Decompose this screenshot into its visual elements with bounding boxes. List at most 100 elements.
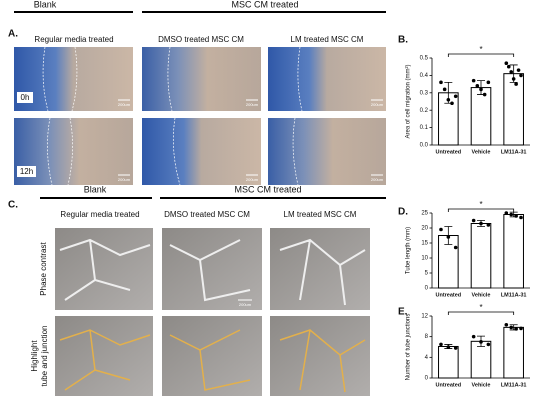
x-tick-label: Vehicle [472,382,491,388]
y-tick-label: 0.4 [420,73,429,79]
time-box [17,92,33,103]
data-point [516,68,521,72]
bar [438,345,459,379]
scratch-edge [42,46,303,186]
data-point [471,334,476,339]
header: MSC CM treated [231,0,298,9]
column-label: Regular media treated [34,35,113,44]
significance-bracket [447,53,515,57]
data-point [453,245,458,250]
bar [503,326,524,379]
scale-label: 200um [118,177,131,182]
y-tick-label: 0.2 [420,108,429,114]
scale-label: 200um [246,102,259,107]
data-point [446,97,451,102]
y-tick-label: 10 [421,256,428,262]
significance-label: * [479,303,482,312]
bar [503,214,524,289]
data-point [450,101,454,106]
significance-bracket [447,208,515,212]
significance-bracket [447,311,515,315]
column-label: LM treated MSC CM [291,35,364,44]
significance-label: * [479,200,482,209]
data-point [475,84,480,88]
data-point [509,325,514,330]
column-label: LM treated MSC CM [284,210,357,219]
scale-label: 200um [371,102,384,107]
data-point [486,80,491,85]
data-point [519,326,523,331]
column-label: DMSO treated MSC CM [158,35,244,44]
header: Blank [34,0,57,9]
scale-bars: 200um 200um 200um 200um 200um 200um [118,99,384,182]
y-tick-label: 0.1 [420,125,429,131]
scale-label: 200um [118,102,131,107]
x-tick-label: LM11A-31 [501,292,527,298]
micrograph [14,47,133,111]
tube-images: 200um [55,228,370,396]
column-label: DMSO treated MSC CM [164,210,250,219]
x-tick-label: Untreated [435,382,461,388]
data-point [511,77,516,81]
data-point [482,92,487,97]
data-point [446,345,451,349]
data-point [514,214,518,218]
data-point [479,221,483,226]
data-point [504,61,509,66]
y-tick-label: 20 [421,226,428,232]
x-tick-label: LM11A-31 [501,382,527,388]
data-point [453,94,458,99]
data-point [479,340,483,344]
x-tick-label: LM11A-31 [501,149,527,155]
y-tick-label: 15 [421,241,428,247]
data-point [486,223,491,227]
data-point [471,78,476,83]
x-tick-label: Vehicle [472,149,491,155]
micrograph [142,118,261,185]
micrograph [162,316,262,396]
column-label: Regular media treated [60,210,139,219]
micrograph [268,47,386,111]
y-tick-label: 0.5 [420,56,429,62]
micrograph [270,228,370,310]
micrograph [142,47,261,111]
data-point [439,80,443,85]
bar [503,73,524,146]
data-point [509,70,514,74]
panel-label: C. [8,200,18,211]
data-point [504,211,509,215]
row-label: Phase contrast [39,242,48,296]
y-tick-label: 8 [425,334,429,340]
data-point [504,322,509,327]
data-point [471,218,476,223]
panel-label: B. [398,35,408,46]
y-tick-label: 0 [425,286,429,292]
data-point [479,87,483,92]
data-point [509,212,514,217]
micrograph [55,316,153,396]
data-point [486,342,491,347]
data-point [439,227,443,232]
bar [470,223,492,289]
y-axis-label: Number of tube junctions [406,314,412,381]
y-tick-label: 12 [421,314,428,320]
panel-label: D. [398,207,408,218]
micrograph [268,118,386,185]
panel-label: A. [8,29,18,40]
data-point [519,73,523,78]
y-tick-label: 5 [425,271,429,277]
migration-images [14,46,386,186]
tube-highlight [59,329,366,393]
y-tick-label: 0 [425,376,429,382]
micrograph [270,316,370,396]
scale-label: 200um [371,177,384,182]
time-label: 0h [21,93,30,102]
time-box [17,166,36,177]
data-point [514,82,518,86]
y-tick-label: 25 [421,211,428,217]
data-point [514,327,518,331]
time-label: 12h [20,167,33,176]
y-axis-label: Tube length (mm) [406,227,412,274]
header: Blank [84,184,107,194]
